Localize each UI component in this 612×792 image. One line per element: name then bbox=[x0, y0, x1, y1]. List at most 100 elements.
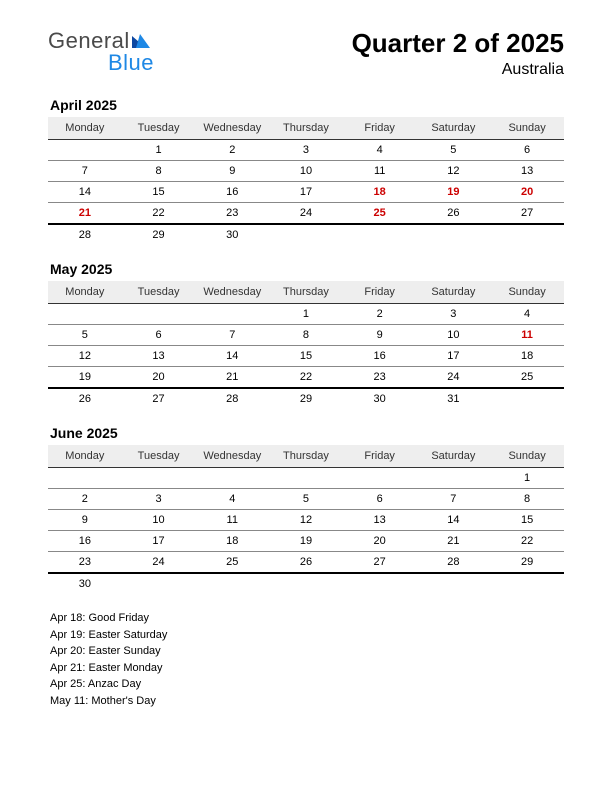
month-block: June 2025MondayTuesdayWednesdayThursdayF… bbox=[48, 425, 564, 594]
weekday-header: Wednesday bbox=[195, 281, 269, 304]
calendar-day: 19 bbox=[269, 531, 343, 552]
calendar-day: 18 bbox=[195, 531, 269, 552]
calendar-day: 2 bbox=[343, 304, 417, 325]
calendar-day bbox=[195, 304, 269, 325]
calendar-day: 22 bbox=[122, 203, 196, 225]
calendar-day: 7 bbox=[48, 161, 122, 182]
holiday-entry: Apr 21: Easter Monday bbox=[50, 660, 564, 677]
weekday-header: Sunday bbox=[490, 281, 564, 304]
weekday-header: Thursday bbox=[269, 445, 343, 468]
calendar-day: 11 bbox=[195, 510, 269, 531]
calendar-day: 24 bbox=[417, 367, 491, 389]
calendar-day: 7 bbox=[195, 325, 269, 346]
calendar-day: 17 bbox=[269, 182, 343, 203]
weekday-header: Tuesday bbox=[122, 445, 196, 468]
holidays-list: Apr 18: Good FridayApr 19: Easter Saturd… bbox=[50, 610, 564, 709]
calendar-day bbox=[48, 140, 122, 161]
calendar-day: 20 bbox=[343, 531, 417, 552]
calendar-day: 3 bbox=[122, 489, 196, 510]
calendar-day: 24 bbox=[122, 552, 196, 574]
calendar-day: 6 bbox=[490, 140, 564, 161]
calendar-day: 20 bbox=[122, 367, 196, 389]
calendar-day: 20 bbox=[490, 182, 564, 203]
logo-text-blue: Blue bbox=[108, 52, 154, 74]
calendar-day: 5 bbox=[269, 489, 343, 510]
weekday-header: Monday bbox=[48, 281, 122, 304]
month-block: May 2025MondayTuesdayWednesdayThursdayFr… bbox=[48, 261, 564, 409]
weekday-header: Saturday bbox=[417, 281, 491, 304]
calendar-day bbox=[343, 573, 417, 594]
calendar-day bbox=[417, 224, 491, 245]
calendar-day: 26 bbox=[417, 203, 491, 225]
weekday-header: Wednesday bbox=[195, 117, 269, 140]
calendar-day: 26 bbox=[269, 552, 343, 574]
calendar-day: 15 bbox=[269, 346, 343, 367]
calendar-day: 2 bbox=[195, 140, 269, 161]
calendar-day: 15 bbox=[122, 182, 196, 203]
calendar-day: 12 bbox=[417, 161, 491, 182]
calendar-day: 25 bbox=[490, 367, 564, 389]
calendar-day: 29 bbox=[122, 224, 196, 245]
calendar-day: 16 bbox=[195, 182, 269, 203]
calendar-day bbox=[417, 468, 491, 489]
weekday-header: Tuesday bbox=[122, 117, 196, 140]
calendar-day: 3 bbox=[417, 304, 491, 325]
logo-triangle-icon bbox=[132, 30, 152, 52]
calendar-day: 27 bbox=[122, 388, 196, 409]
calendar-day: 28 bbox=[48, 224, 122, 245]
calendar-day: 6 bbox=[122, 325, 196, 346]
calendar-day: 14 bbox=[195, 346, 269, 367]
calendar-day: 8 bbox=[122, 161, 196, 182]
holiday-entry: Apr 18: Good Friday bbox=[50, 610, 564, 627]
calendar-day bbox=[195, 468, 269, 489]
calendar-day: 19 bbox=[48, 367, 122, 389]
calendar-day: 14 bbox=[48, 182, 122, 203]
calendar-day: 4 bbox=[195, 489, 269, 510]
calendar-day: 27 bbox=[490, 203, 564, 225]
calendar-day bbox=[48, 468, 122, 489]
calendar-day: 24 bbox=[269, 203, 343, 225]
calendar-day: 13 bbox=[490, 161, 564, 182]
calendar-day: 21 bbox=[195, 367, 269, 389]
weekday-header: Friday bbox=[343, 445, 417, 468]
calendar-day: 1 bbox=[122, 140, 196, 161]
calendar-day bbox=[490, 388, 564, 409]
page-subtitle: Australia bbox=[352, 61, 564, 79]
calendar-day: 4 bbox=[490, 304, 564, 325]
month-block: April 2025MondayTuesdayWednesdayThursday… bbox=[48, 97, 564, 245]
month-title: June 2025 bbox=[50, 425, 564, 441]
calendar-day: 23 bbox=[48, 552, 122, 574]
calendar-day bbox=[48, 304, 122, 325]
calendar-day: 10 bbox=[269, 161, 343, 182]
calendar-day: 18 bbox=[343, 182, 417, 203]
page-title: Quarter 2 of 2025 bbox=[352, 28, 564, 59]
calendar-day: 18 bbox=[490, 346, 564, 367]
weekday-header: Monday bbox=[48, 445, 122, 468]
calendar-day bbox=[122, 468, 196, 489]
calendar-day: 31 bbox=[417, 388, 491, 409]
holiday-entry: May 11: Mother's Day bbox=[50, 693, 564, 710]
calendar-day: 6 bbox=[343, 489, 417, 510]
calendar-day: 11 bbox=[343, 161, 417, 182]
calendar-day: 13 bbox=[122, 346, 196, 367]
holiday-entry: Apr 20: Easter Sunday bbox=[50, 643, 564, 660]
calendar-day: 16 bbox=[343, 346, 417, 367]
calendar-day: 5 bbox=[48, 325, 122, 346]
calendar-day: 23 bbox=[195, 203, 269, 225]
calendar-day bbox=[417, 573, 491, 594]
weekday-header: Sunday bbox=[490, 445, 564, 468]
calendar-day bbox=[195, 573, 269, 594]
calendar-day: 26 bbox=[48, 388, 122, 409]
calendar-day bbox=[122, 573, 196, 594]
months-container: April 2025MondayTuesdayWednesdayThursday… bbox=[48, 97, 564, 594]
calendar-day: 13 bbox=[343, 510, 417, 531]
weekday-header: Saturday bbox=[417, 117, 491, 140]
weekday-header: Saturday bbox=[417, 445, 491, 468]
calendar-day bbox=[269, 224, 343, 245]
weekday-header: Friday bbox=[343, 281, 417, 304]
logo: General Blue bbox=[48, 30, 154, 74]
weekday-header: Tuesday bbox=[122, 281, 196, 304]
logo-top-line: General bbox=[48, 30, 154, 52]
calendar-day: 25 bbox=[195, 552, 269, 574]
calendar-day: 9 bbox=[195, 161, 269, 182]
